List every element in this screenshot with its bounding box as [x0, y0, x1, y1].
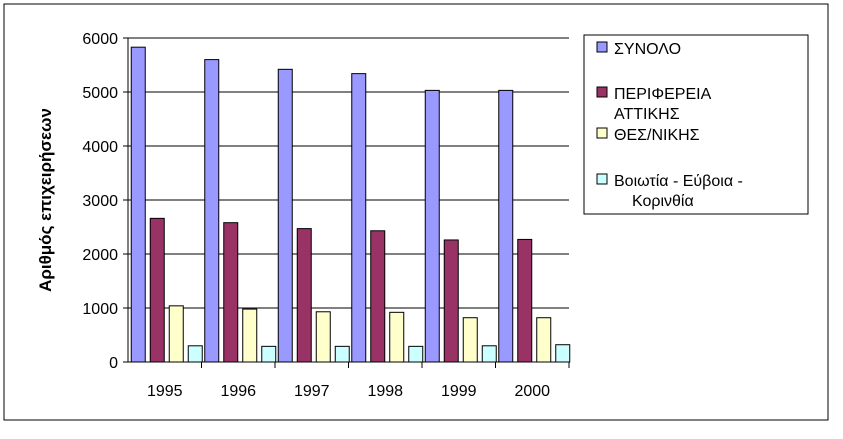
bar	[130, 46, 146, 363]
x-tick-label: 1997	[294, 383, 330, 400]
bar	[187, 345, 203, 363]
bar	[481, 345, 497, 363]
y-tick-label: 5000	[82, 85, 118, 102]
bar	[389, 311, 405, 363]
bar	[517, 238, 533, 363]
bar	[315, 311, 331, 363]
x-tick-label: 1995	[147, 383, 183, 400]
legend-swatch	[596, 86, 608, 98]
bar	[296, 228, 312, 363]
x-tick-labels: 1995 1996 1997 1998 1999 2000	[147, 383, 550, 400]
bar	[408, 345, 424, 363]
legend: ΣΥΝΟΛΟ ΠΕΡΙΦΕΡΕΙΑ ΑΤΤΙΚΗΣ ΘΕΣ/ΝΙΚΗΣ Βοιωτία …	[583, 34, 809, 215]
y-tick-label: 2000	[82, 247, 118, 264]
bar	[261, 345, 277, 363]
bar-group	[130, 46, 571, 363]
bar	[149, 217, 165, 363]
gridlines	[128, 37, 569, 309]
legend-label: ΠΕΡΙΦΕΡΕΙΑ ΑΤΤΙΚΗΣ	[614, 86, 712, 123]
bar	[204, 59, 220, 363]
legend-swatch	[596, 127, 608, 139]
y-tick-label: 0	[109, 355, 118, 372]
bar	[334, 345, 350, 363]
axes	[123, 37, 570, 368]
y-tick-labels: 0 1000 2000 3000 4000 5000 6000	[82, 31, 118, 372]
bar	[370, 230, 386, 363]
bar	[424, 89, 440, 363]
legend-box	[583, 34, 809, 215]
y-tick-label: 4000	[82, 139, 118, 156]
bar	[168, 305, 184, 363]
bar	[443, 239, 459, 363]
x-tick-label: 2000	[514, 383, 550, 400]
y-tick-label: 1000	[82, 301, 118, 318]
bar	[555, 344, 571, 363]
y-tick-label: 6000	[82, 31, 118, 48]
bar	[223, 222, 239, 363]
bar	[462, 317, 478, 363]
bar	[277, 68, 293, 363]
bar	[536, 317, 552, 363]
legend-label: ΘΕΣ/ΝΙΚΗΣ	[614, 127, 700, 144]
y-axis-title: Αριθμός επιχειρήσεων	[36, 108, 55, 292]
bar	[242, 308, 258, 363]
legend-swatch	[596, 41, 608, 53]
legend-label: ΣΥΝΟΛΟ	[614, 41, 681, 58]
legend-swatch	[596, 173, 608, 185]
bar	[351, 73, 367, 363]
y-tick-label: 3000	[82, 193, 118, 210]
legend-label: Βοιωτία - Εύβοια -Κορινθία	[614, 173, 743, 210]
x-tick-label: 1996	[220, 383, 256, 400]
x-tick-label: 1998	[367, 383, 403, 400]
x-tick-label: 1999	[441, 383, 477, 400]
bar	[498, 89, 514, 363]
